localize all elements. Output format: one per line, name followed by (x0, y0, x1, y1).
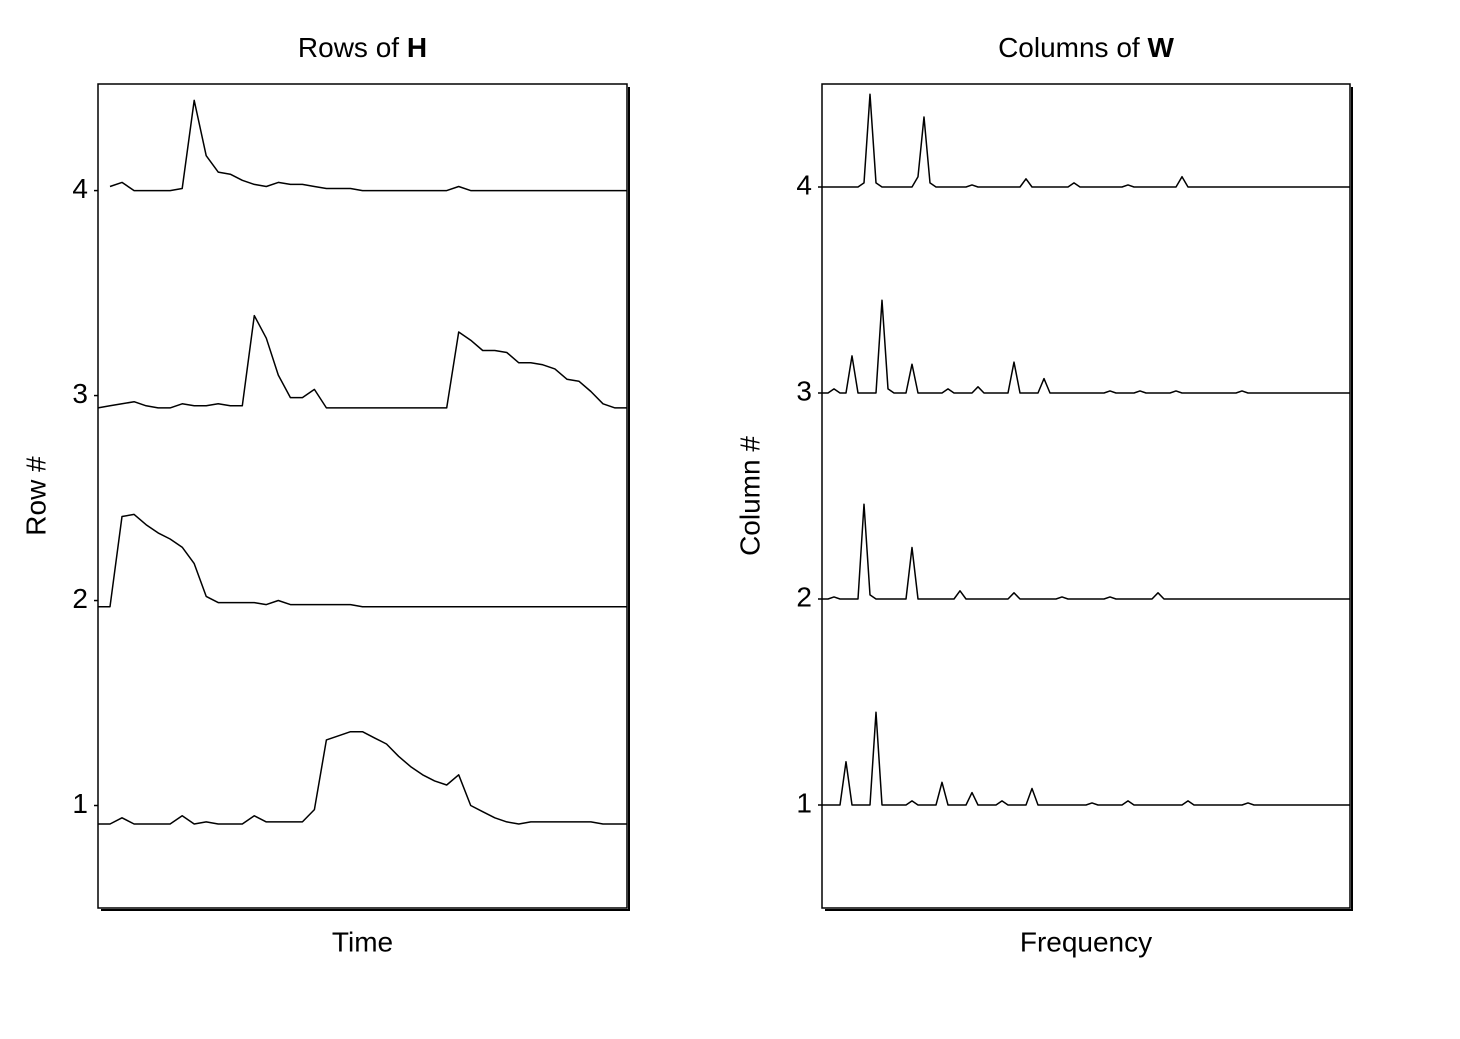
x-axis-label: Time (332, 926, 393, 957)
x-axis-label: Frequency (1020, 926, 1152, 957)
y-tick-label: 3 (72, 378, 88, 409)
series-line (97, 314, 627, 409)
series-line (822, 503, 1350, 600)
y-tick-label: 2 (72, 583, 88, 614)
y-tick-label: 4 (796, 169, 812, 200)
series-line (822, 299, 1350, 394)
chart-title: Columns of W (998, 32, 1174, 63)
y-tick-label: 4 (72, 173, 88, 204)
series-line (822, 711, 1350, 806)
chart-title: Rows of H (298, 32, 427, 63)
y-tick-label: 3 (796, 375, 812, 406)
y-axis-label: Column # (734, 436, 765, 556)
y-tick-label: 1 (72, 788, 88, 819)
y-tick-label: 2 (796, 581, 812, 612)
frame-shadow (101, 87, 630, 911)
series-line (98, 513, 627, 608)
frame-shadow (825, 87, 1353, 911)
plot-frame (821, 83, 1351, 909)
y-axis-label: Row # (20, 456, 51, 536)
series-line (822, 93, 1350, 188)
series-line (98, 730, 627, 825)
series-line (109, 99, 627, 192)
y-tick-label: 1 (796, 787, 812, 818)
plot-frame (97, 83, 628, 909)
